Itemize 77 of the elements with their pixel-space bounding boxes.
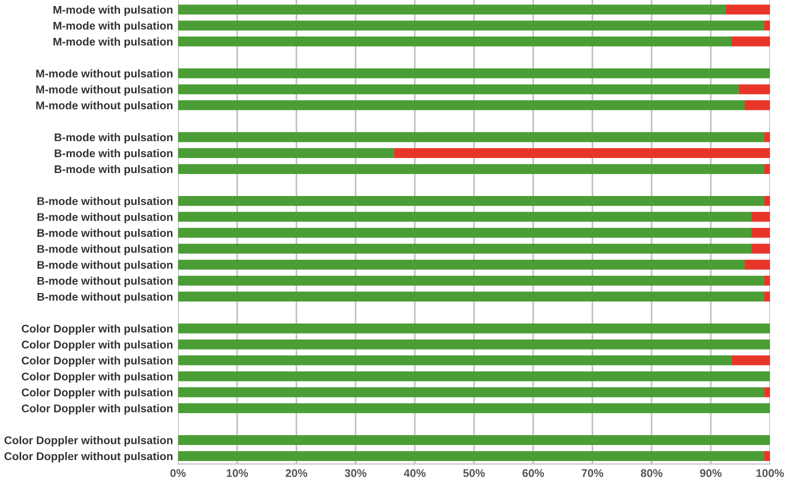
y-tick-label: B-mode with pulsation	[54, 149, 172, 160]
y-tick-label: B-mode without pulsation	[37, 260, 172, 272]
bar	[732, 36, 770, 46]
bar	[764, 164, 770, 174]
y-tick-label: Color Doppler without pulsation	[4, 436, 172, 446]
y-tick-label: B-mode without pulsation	[37, 292, 172, 303]
bar	[178, 324, 770, 334]
y-tick-label: M-mode without pulsation	[36, 85, 172, 96]
x-tick-label: 50%	[463, 469, 485, 478]
y-tick-label: B-mode without pulsation	[37, 244, 172, 256]
y-tick-label: Color Doppler with pulsation	[22, 340, 172, 351]
y-tick-label: B-mode with pulsation	[54, 164, 172, 176]
x-tick-label: 100%	[756, 469, 784, 478]
y-tick-label: B-mode without pulsation	[37, 276, 172, 287]
bar	[394, 148, 770, 158]
y-tick-label: M-mode with pulsation	[54, 37, 172, 48]
bar	[178, 339, 770, 350]
y-tick-label: Color Doppler with pulsation	[22, 388, 172, 399]
bar	[178, 371, 770, 382]
bar	[178, 451, 764, 461]
bar	[178, 355, 732, 366]
bar	[764, 196, 770, 206]
bar	[178, 84, 739, 94]
y-tick-label: M-mode without pulsation	[36, 69, 172, 80]
bar	[178, 276, 764, 286]
x-tick-label: 10%	[226, 469, 248, 478]
bar	[178, 4, 726, 15]
x-tick-label: 40%	[404, 469, 426, 478]
bar	[178, 244, 752, 254]
bar	[726, 4, 770, 15]
x-tick-label: 60%	[522, 469, 544, 478]
x-tick-label: 0%	[170, 469, 186, 478]
y-tick-label: Color Doppler without pulsation	[4, 452, 172, 462]
bar	[178, 260, 745, 270]
y-tick-label: B-mode without pulsation	[37, 228, 172, 240]
bar	[764, 292, 770, 302]
bar	[178, 387, 764, 398]
bar	[764, 20, 770, 30]
bar	[178, 292, 764, 302]
bar	[751, 212, 770, 222]
x-tick-label: 20%	[286, 469, 308, 478]
bar	[178, 68, 770, 78]
bar	[178, 164, 764, 174]
x-tick-label: 30%	[344, 469, 366, 478]
bar	[178, 148, 394, 158]
y-tick-label: B-mode without pulsation	[37, 212, 172, 224]
bar	[764, 132, 770, 142]
bar	[744, 100, 770, 110]
bar	[178, 435, 770, 446]
y-tick-label: Color Doppler with pulsation	[22, 404, 172, 415]
y-tick-label: M-mode without pulsation	[36, 101, 172, 112]
bar	[764, 276, 770, 286]
bar	[751, 228, 770, 238]
x-tick-label: 80%	[640, 469, 662, 478]
bar	[764, 387, 770, 398]
x-tick-label: 90%	[700, 469, 722, 478]
bar	[178, 132, 764, 142]
bar	[178, 196, 764, 206]
y-tick-label: B-mode without pulsation	[37, 196, 172, 208]
bar	[178, 36, 732, 46]
bar	[178, 403, 770, 414]
bar	[738, 84, 770, 94]
bar	[178, 228, 752, 238]
y-tick-label: Color Doppler with pulsation	[22, 324, 172, 335]
y-tick-label: Color Doppler with pulsation	[22, 356, 172, 367]
bar	[751, 244, 770, 254]
y-tick-label: M-mode with pulsation	[54, 21, 172, 32]
bar	[178, 20, 764, 30]
y-tick-label: B-mode with pulsation	[54, 133, 172, 144]
x-tick-label: 70%	[582, 469, 604, 478]
bar	[744, 260, 770, 270]
y-tick-label: Color Doppler with pulsation	[22, 372, 172, 383]
bar	[178, 212, 752, 222]
bar	[178, 100, 745, 110]
y-tick-label: M-mode with pulsation	[54, 6, 172, 16]
bar	[732, 355, 770, 366]
bar	[764, 451, 770, 461]
